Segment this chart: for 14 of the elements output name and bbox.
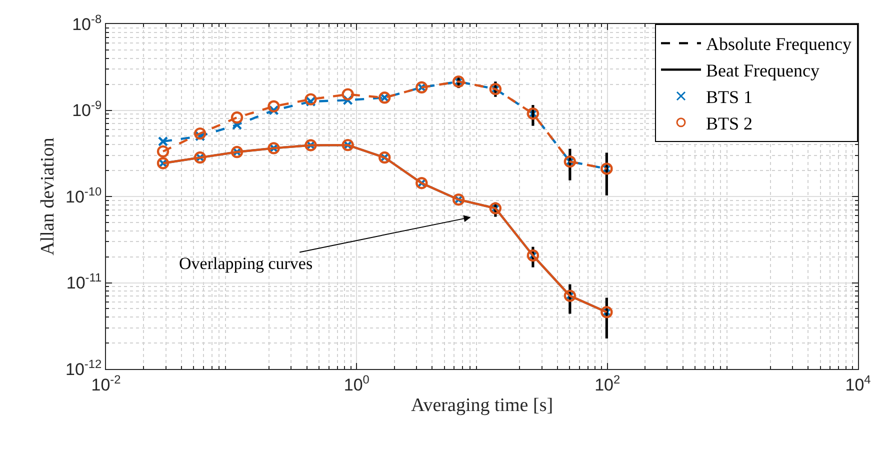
y-tick-label: 10$^{-8}$ <box>72 12 102 34</box>
legend-label: BTS 2 <box>706 113 753 134</box>
x-axis-title: Averaging time [s] <box>410 395 554 416</box>
x-tick-label: 10$^{0}$ <box>344 372 370 394</box>
y-tick-label: 10$^{-11}$ <box>66 270 102 293</box>
legend-label: BTS 1 <box>706 87 753 108</box>
y-axis-title: Allan deviation <box>37 137 58 256</box>
legend-label: Absolute Frequency <box>706 34 852 54</box>
x-tick-label: 10$^{4}$ <box>845 372 872 394</box>
x-tick-label: 10$^{2}$ <box>594 372 620 394</box>
y-tick-label: 10$^{-10}$ <box>65 184 102 206</box>
y-tick-label: 10$^{-9}$ <box>72 98 102 120</box>
annotation: Overlapping curves <box>179 254 313 273</box>
legend-label: Beat Frequency <box>706 60 820 81</box>
